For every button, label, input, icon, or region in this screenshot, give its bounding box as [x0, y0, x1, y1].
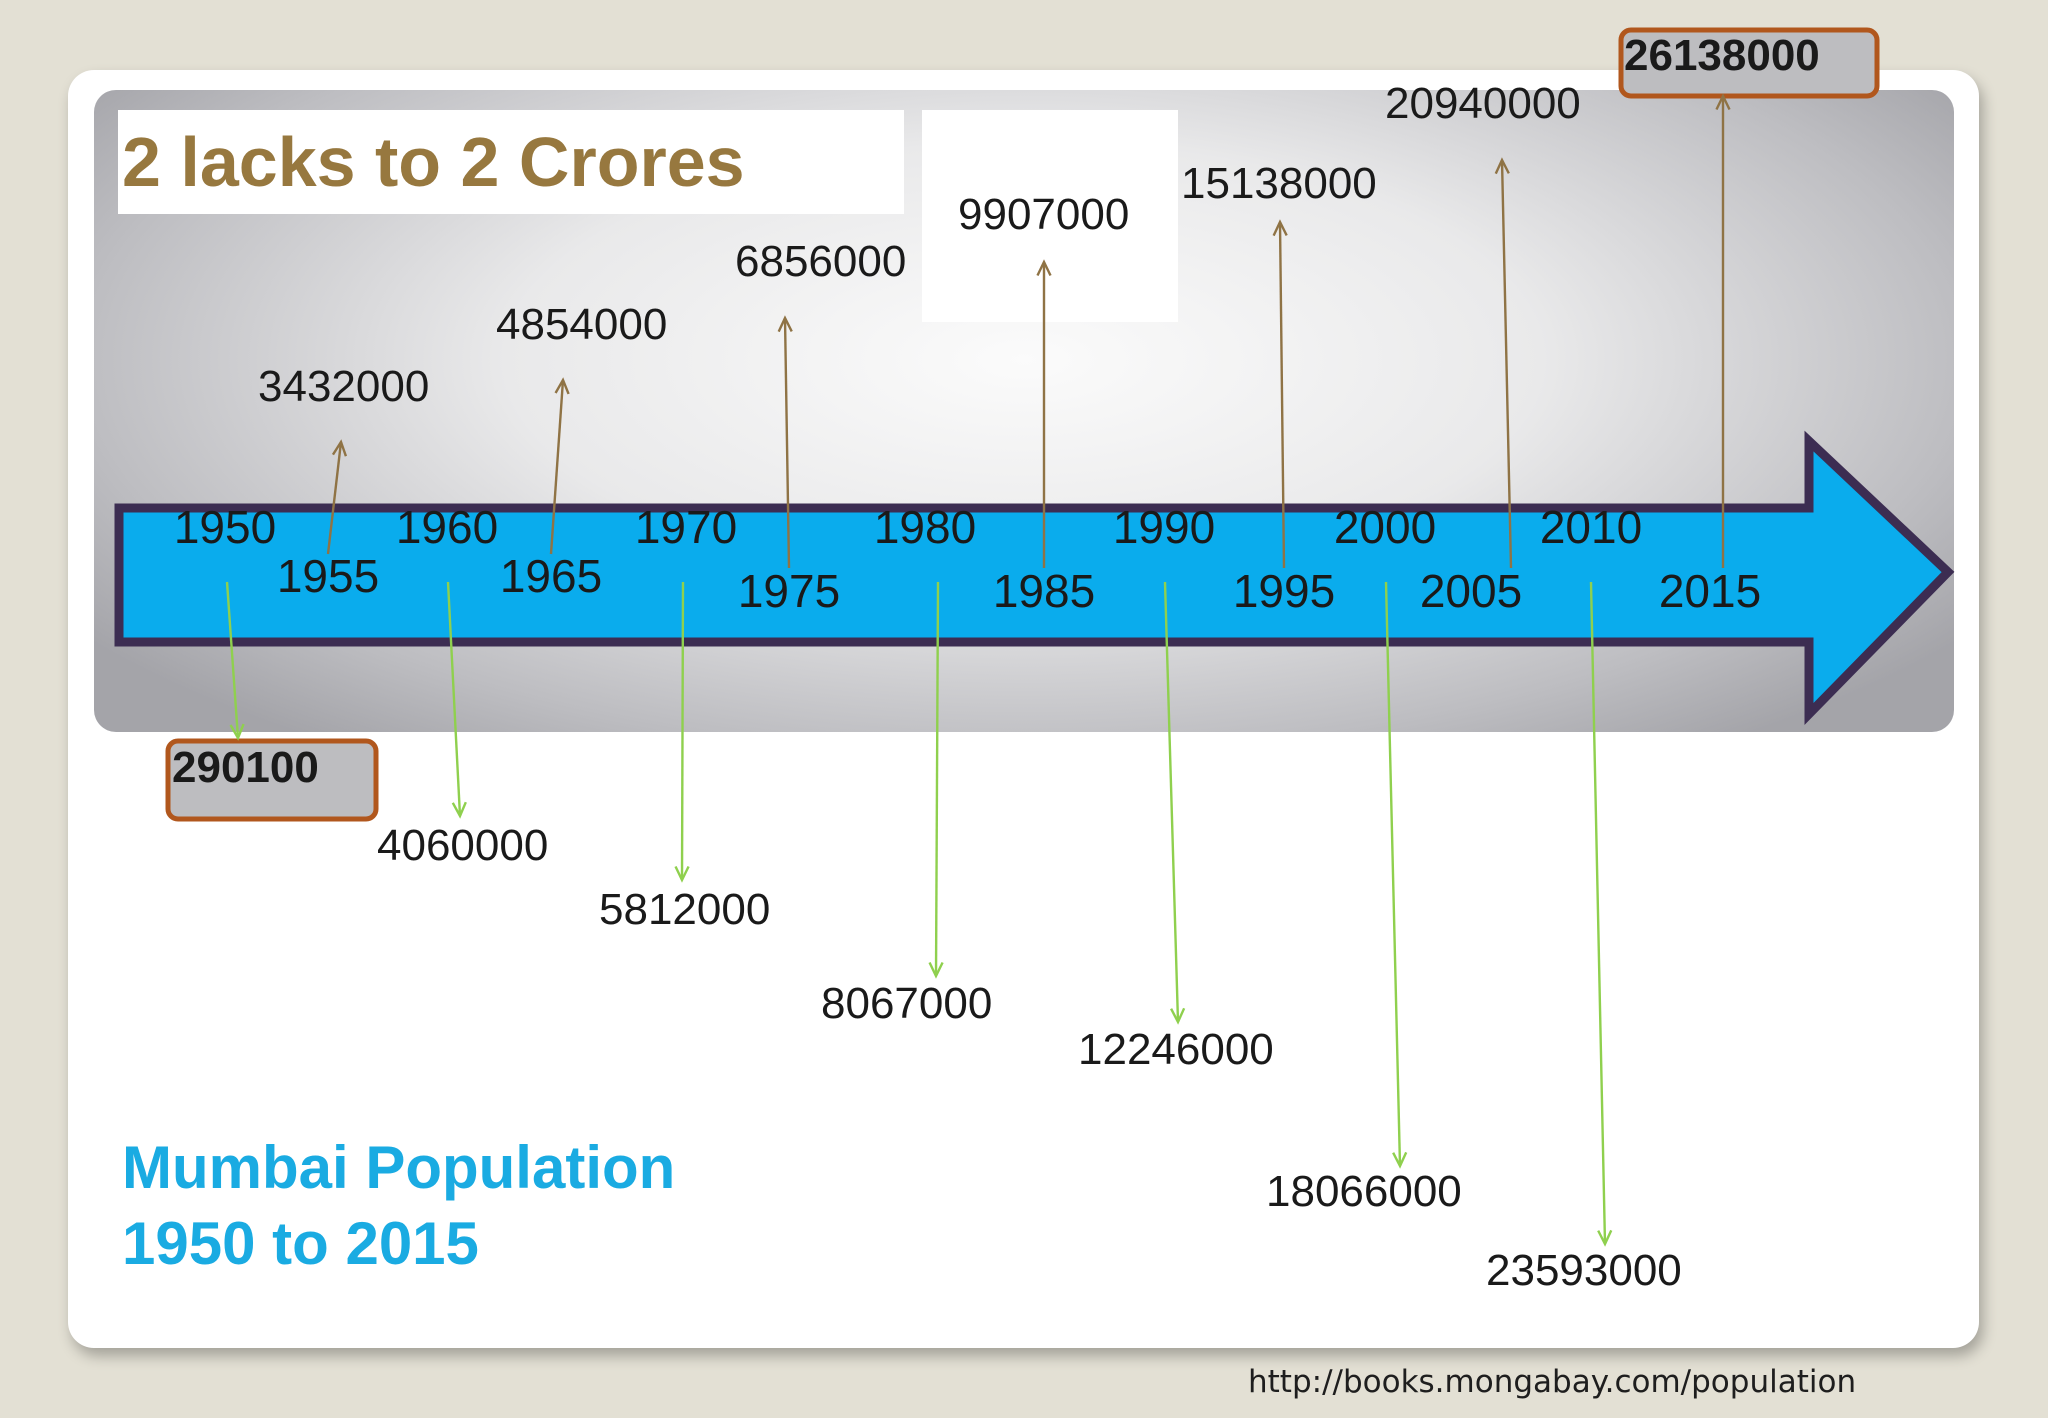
value-arrowhead [1170, 1007, 1186, 1025]
value-arrowhead [331, 439, 348, 457]
value-connector [1384, 581, 1402, 1167]
value-connector [783, 317, 791, 569]
shocked-emoji-icon [922, 110, 1178, 322]
population-value-label: 4060000 [377, 821, 548, 870]
year-label: 1955 [277, 550, 379, 602]
highlight-box [1618, 27, 1880, 99]
value-arrowhead [1272, 219, 1288, 237]
value-connector [1589, 581, 1607, 1245]
year-label: 1975 [738, 565, 840, 617]
value-connector [225, 581, 240, 739]
population-value-label: 20940000 [1385, 79, 1581, 128]
year-label: 1995 [1233, 565, 1335, 617]
population-value-label: 9907000 [958, 190, 1129, 239]
value-arrowhead [777, 315, 793, 333]
value-arrowhead [1392, 1151, 1408, 1169]
value-arrowhead [451, 801, 467, 819]
page-title: 2 lacks to 2 Crores [122, 123, 745, 201]
value-arrowhead [1597, 1229, 1613, 1247]
year-label: 1950 [174, 501, 276, 553]
population-value-label: 3432000 [258, 362, 429, 411]
population-value-label: 15138000 [1181, 159, 1377, 208]
subtitle-line-1: Mumbai Population [122, 1134, 676, 1201]
value-arrowhead [1494, 157, 1510, 175]
year-label: 2010 [1540, 501, 1642, 553]
value-connector [549, 379, 565, 555]
value-connector [446, 581, 462, 817]
value-arrowhead [928, 961, 944, 979]
year-label: 1965 [500, 550, 602, 602]
highlight-box [165, 738, 379, 822]
title-box [118, 110, 904, 214]
year-label: 1990 [1113, 501, 1215, 553]
value-arrowhead [674, 865, 690, 883]
population-value-label: 4854000 [496, 300, 667, 349]
value-connector [1278, 221, 1286, 569]
source-url: http://books.mongabay.com/population [1248, 1364, 1857, 1400]
population-value-label: 5812000 [599, 885, 770, 934]
value-connector [326, 441, 343, 555]
population-value-label: 26138000 [1624, 31, 1820, 80]
year-label: 1970 [635, 501, 737, 553]
timeline-arrow [114, 430, 1955, 726]
year-label: 1985 [993, 565, 1095, 617]
population-value-label: 12246000 [1078, 1025, 1274, 1074]
population-value-label: 290100 [172, 743, 319, 792]
value-connector [1500, 159, 1513, 569]
year-label: 1980 [874, 501, 976, 553]
value-arrowhead [554, 377, 570, 395]
year-label: 2015 [1659, 565, 1761, 617]
population-value-label: 8067000 [821, 979, 992, 1028]
value-arrowhead [1036, 259, 1052, 277]
value-arrowhead [229, 723, 245, 741]
value-connector [680, 581, 685, 881]
value-connector [934, 581, 940, 977]
year-label: 1960 [396, 501, 498, 553]
year-label: 2005 [1420, 565, 1522, 617]
year-label: 2000 [1334, 501, 1436, 553]
value-arrowhead [1715, 93, 1731, 111]
subtitle-line-2: 1950 to 2015 [122, 1210, 479, 1277]
population-value-label: 23593000 [1486, 1246, 1682, 1295]
population-value-label: 6856000 [735, 237, 906, 286]
value-connector [1163, 581, 1180, 1023]
chart-subtitle: Mumbai Population 1950 to 2015 [122, 1130, 675, 1282]
population-value-label: 18066000 [1266, 1167, 1462, 1216]
